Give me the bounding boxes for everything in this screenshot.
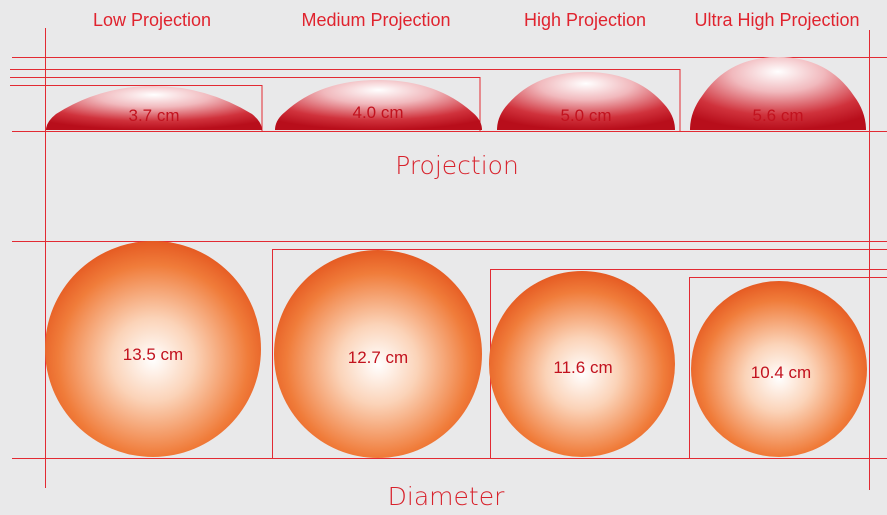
projection-value-ultra: 5.6 cm <box>752 106 803 125</box>
guide-diameter-medium-box <box>272 249 887 458</box>
projection-value-low: 3.7 cm <box>128 106 179 125</box>
diameter-implants <box>45 241 867 458</box>
guide-diameter-high-box <box>490 269 887 458</box>
guide-projection-medium-top <box>10 85 263 131</box>
column-title-ultra: Ultra High Projection <box>694 10 859 30</box>
implant-diameter-medium <box>274 250 482 458</box>
diameter-value-high: 11.6 cm <box>553 358 612 377</box>
column-title-low: Low Projection <box>93 10 211 30</box>
diameter-value-ultra: 10.4 cm <box>751 363 811 382</box>
column-title-high: High Projection <box>524 10 646 30</box>
guide-diameter-ultra-box <box>689 277 887 458</box>
implant-diameter-low <box>45 241 261 457</box>
implant-profile-high <box>497 72 675 130</box>
diameter-section-label: Diameter <box>388 482 505 511</box>
projection-value-medium: 4.0 cm <box>352 103 403 122</box>
guide-projection-high-top <box>10 77 481 131</box>
guide-lines <box>10 28 887 490</box>
implant-profile-medium <box>275 80 482 130</box>
diameter-value-low: 13.5 cm <box>123 345 183 364</box>
implant-profile-ultra <box>690 57 866 130</box>
column-title-medium: Medium Projection <box>301 10 450 30</box>
projection-value-high: 5.0 cm <box>560 106 611 125</box>
implant-profile-low <box>46 86 262 130</box>
guide-projection-ultra-top <box>10 69 681 131</box>
implant-diameter-high <box>489 271 675 457</box>
implant-diameter-ultra <box>691 281 867 457</box>
projection-section-label: Projection <box>395 151 519 180</box>
diameter-value-medium: 12.7 cm <box>348 348 408 367</box>
projection-implants <box>46 57 866 130</box>
